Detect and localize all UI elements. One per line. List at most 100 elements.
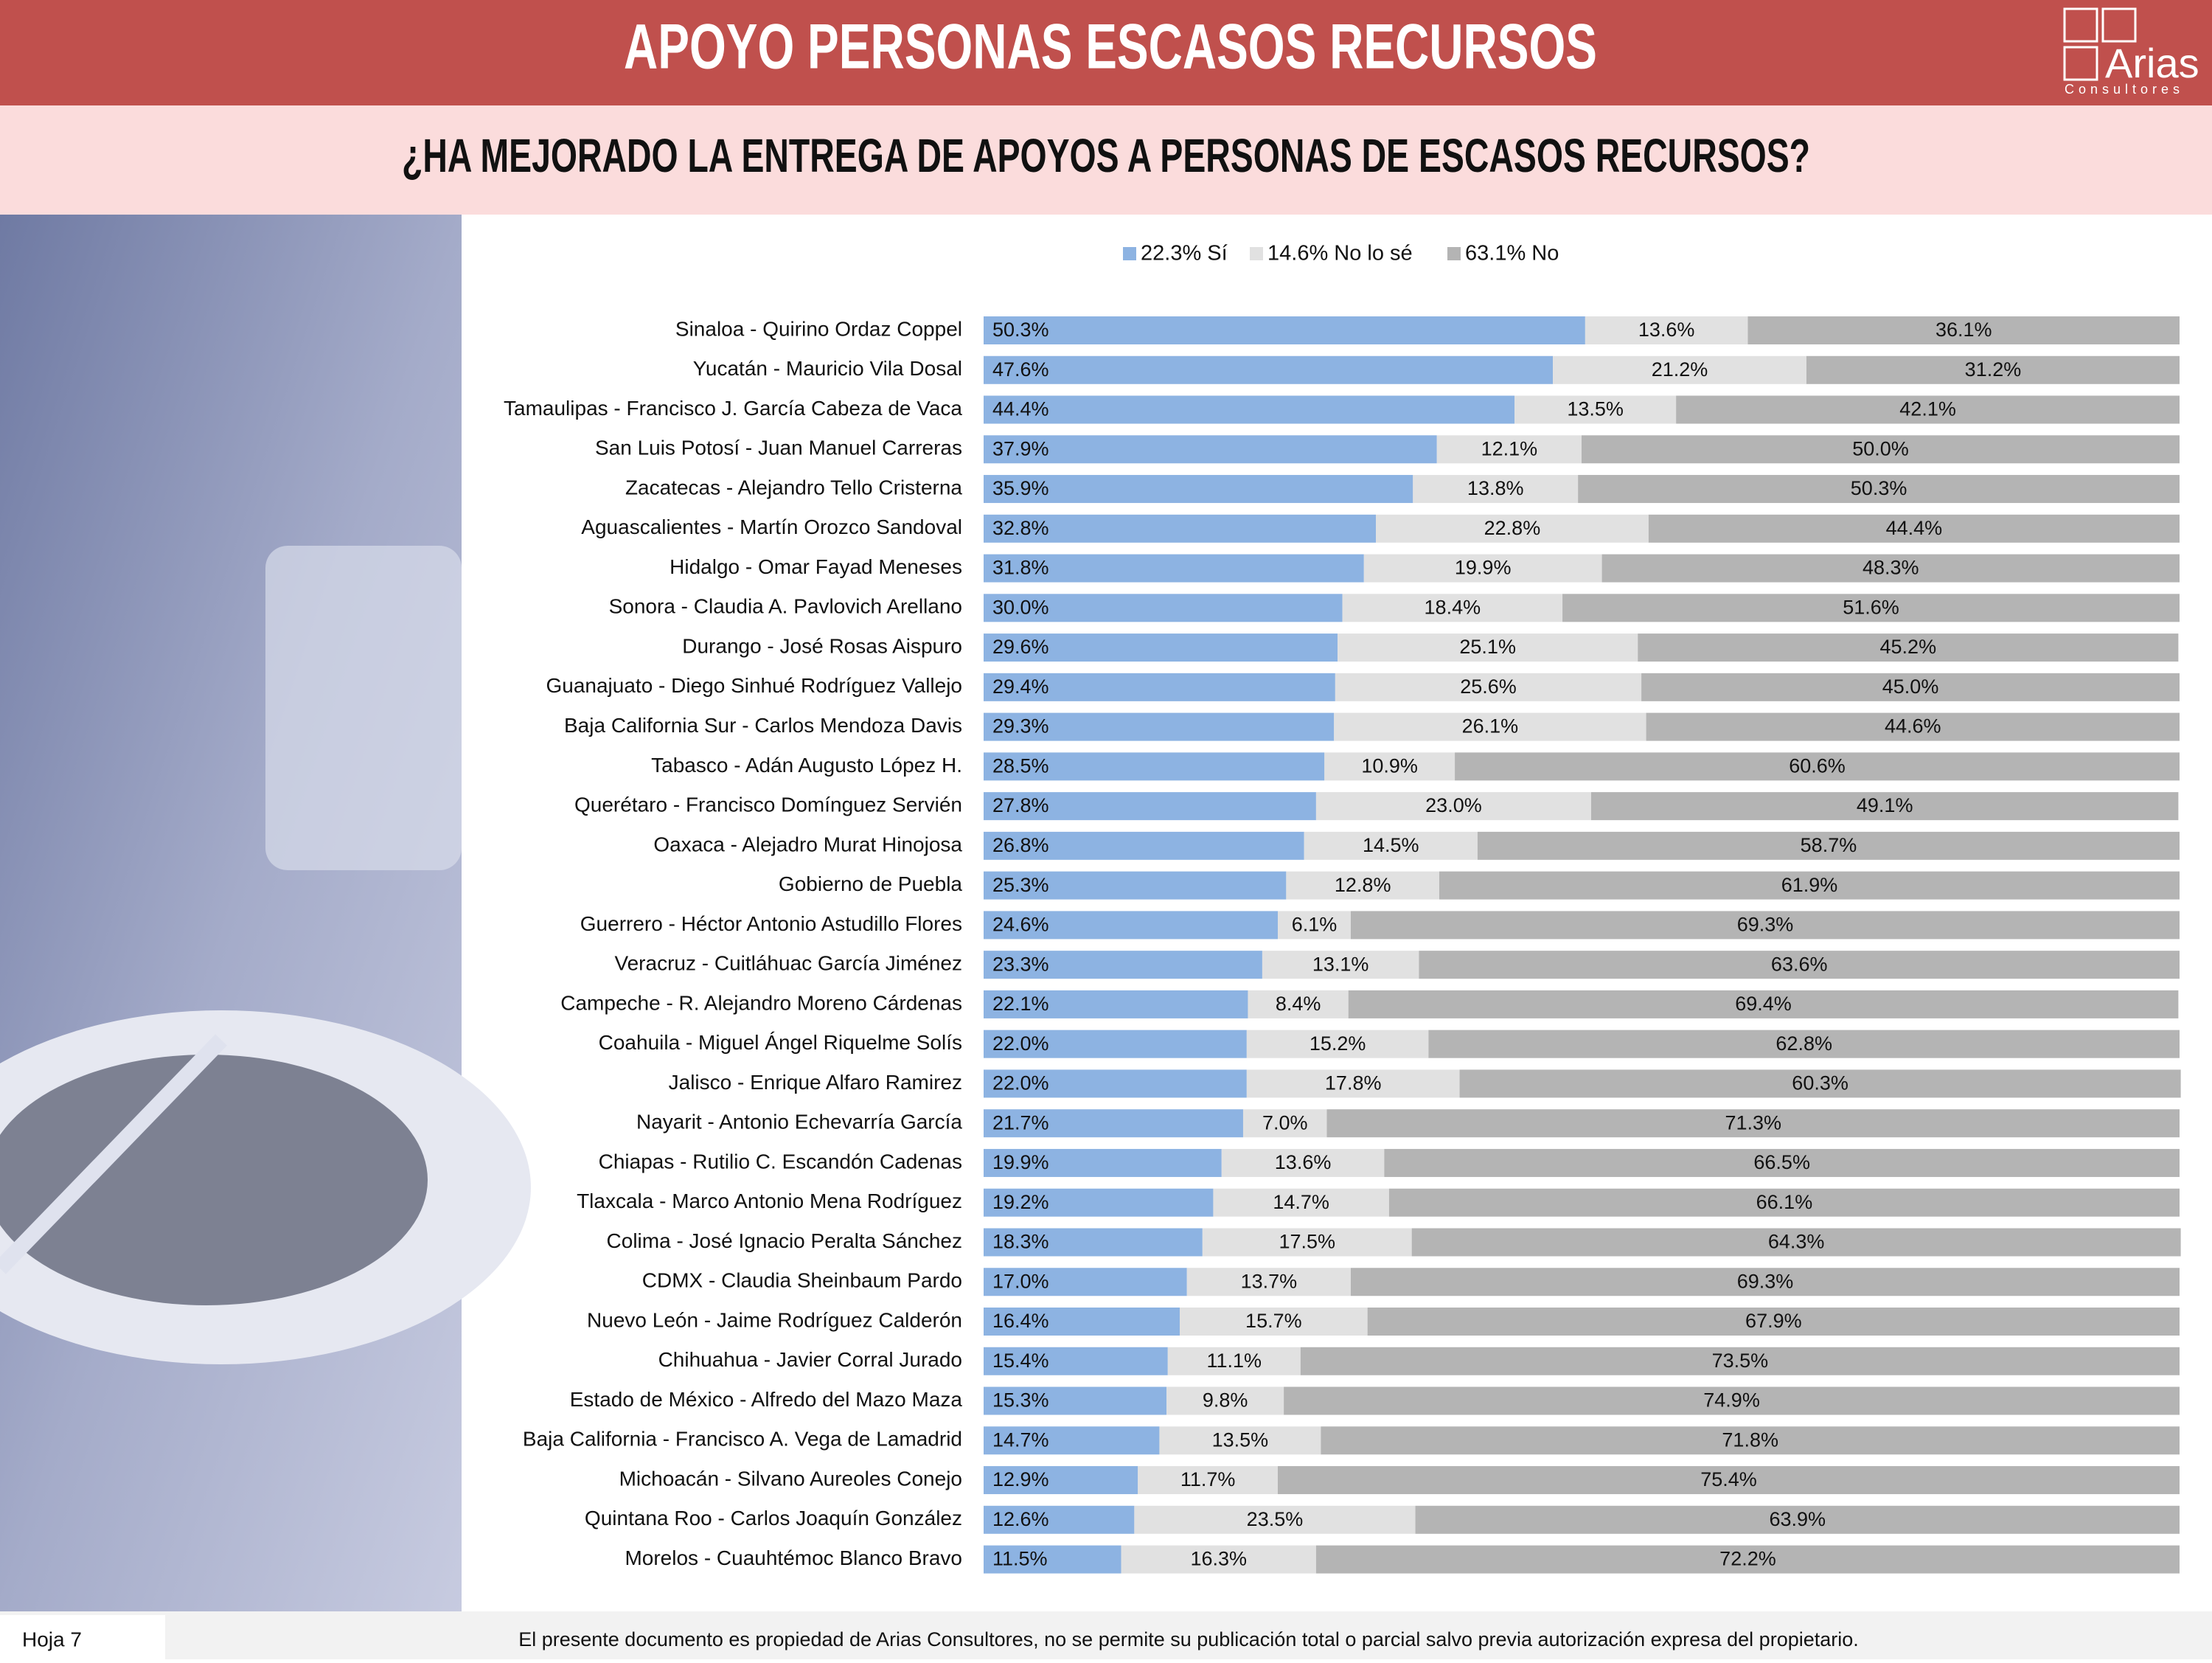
bar-segment (1582, 435, 2180, 464)
bar-segment (1348, 990, 2179, 1018)
value-label: 11.7% (1180, 1468, 1236, 1490)
bar-segment (984, 395, 1515, 424)
bar-segment (1246, 1069, 1460, 1098)
bar-segment (1419, 951, 2180, 979)
category-label: Hidalgo - Omar Fayad Meneses (669, 555, 962, 578)
value-label: 23.5% (1247, 1508, 1304, 1530)
value-label: 18.3% (992, 1231, 1049, 1253)
value-label: 67.9% (1745, 1310, 1802, 1332)
value-label: 75.4% (1700, 1468, 1757, 1490)
category-label: Michoacán - Silvano Aureoles Conejo (619, 1467, 962, 1490)
value-label: 7.0% (1262, 1111, 1308, 1133)
value-label: 14.7% (1273, 1191, 1329, 1213)
category-label: Durango - José Rosas Aispuro (682, 634, 962, 657)
bar-segment (1213, 1188, 1389, 1217)
value-label: 14.5% (1363, 834, 1419, 856)
bar-segment (984, 792, 1316, 821)
value-label: 32.8% (992, 517, 1049, 539)
bar-segment (1601, 554, 2180, 583)
bar-segment (1388, 1188, 2180, 1217)
category-label: CDMX - Claudia Sheinbaum Pardo (642, 1269, 962, 1292)
legend-label: 63.1% No (1465, 242, 1559, 265)
bar-segment (984, 712, 1335, 741)
value-label: 28.5% (992, 754, 1049, 777)
legend-label: 14.6% No lo sé (1267, 242, 1413, 265)
logo-icon (2063, 46, 2098, 81)
bar-segment (1278, 911, 1351, 940)
bar-segment (984, 831, 1304, 860)
legend-swatch (1123, 247, 1136, 260)
bar-segment (984, 475, 1413, 504)
bar-segment (984, 1228, 1203, 1257)
bar-segment (1248, 990, 1349, 1018)
value-label: 45.0% (1882, 676, 1939, 698)
bar-segment (984, 1426, 1160, 1455)
value-label: 50.0% (1852, 437, 1909, 459)
bar-segment (1413, 475, 1579, 504)
value-label: 22.0% (992, 1072, 1049, 1094)
chart: 22.3% Sí 14.6% No lo sé 63.1% No Sinaloa - … (504, 242, 2181, 1574)
value-label: 63.9% (1769, 1508, 1826, 1530)
bar-segment (1186, 1268, 1351, 1296)
bar-segment (984, 911, 1279, 940)
bar-segment (1415, 1505, 2180, 1534)
category-label: Querétaro - Francisco Domínguez Servién (574, 794, 962, 816)
value-label: 71.3% (1725, 1111, 1781, 1133)
bar-segment (1315, 1545, 2180, 1574)
bar-segment (1334, 712, 1646, 741)
value-label: 13.7% (1241, 1270, 1298, 1292)
bar-segment (1350, 911, 2180, 940)
bar-segment (1166, 1386, 1284, 1415)
bar-segment (1638, 633, 2179, 662)
category-label: Yucatán - Mauricio Vila Dosal (693, 357, 962, 380)
footer-notice: El presente documento es propiedad de Ar… (518, 1628, 1859, 1650)
bar-segment (984, 1030, 1247, 1058)
bar-segment (1134, 1505, 1416, 1534)
bar-segment (1585, 316, 1748, 344)
value-label: 21.7% (992, 1111, 1049, 1133)
bar-segment (984, 633, 1338, 662)
value-label: 16.4% (992, 1310, 1049, 1332)
value-label: 12.9% (992, 1468, 1049, 1490)
value-label: 23.3% (992, 953, 1049, 975)
bar-segment (984, 1347, 1168, 1375)
bar-segment (1159, 1426, 1321, 1455)
category-label: Morelos - Cuauhtémoc Blanco Bravo (625, 1546, 962, 1569)
value-label: 14.7% (992, 1428, 1049, 1451)
value-label: 47.6% (992, 358, 1049, 381)
category-label: Veracruz - Cuitláhuac García Jiménez (614, 952, 962, 975)
bar-segment (1338, 633, 1638, 662)
bar-segment (1300, 1347, 2180, 1375)
bar-segment (984, 752, 1325, 781)
category-label: Campeche - R. Alejandro Moreno Cárdenas (560, 991, 962, 1014)
bar-segment (1246, 1030, 1429, 1058)
category-label: Coahuila - Miguel Ángel Riquelme Solís (599, 1031, 962, 1054)
value-label: 49.1% (1857, 794, 1913, 816)
value-label: 17.5% (1279, 1231, 1335, 1253)
bar-segment (1455, 752, 2180, 781)
logo-text: Arias (2105, 40, 2199, 86)
bar-segment (1221, 1148, 1385, 1177)
legend-label: 22.3% Sí (1141, 242, 1228, 265)
value-label: 18.4% (1425, 596, 1481, 618)
header-title: APOYO PERSONAS ESCASOS RECURSOS (624, 12, 1597, 83)
category-label: Tlaxcala - Marco Antonio Mena Rodríguez (577, 1190, 962, 1212)
bar-segment (984, 1308, 1180, 1336)
bar-segment (1514, 395, 1677, 424)
value-label: 37.9% (992, 437, 1049, 459)
value-label: 29.3% (992, 715, 1049, 737)
value-label: 19.9% (1455, 557, 1512, 579)
category-label: Guanajuato - Diego Sinhué Rodríguez Vall… (546, 674, 962, 697)
category-label: Nayarit - Antonio Echevarría García (636, 1111, 962, 1133)
category-label: Jalisco - Enrique Alfaro Ramirez (669, 1071, 962, 1094)
category-label: Oaxaca - Alejadro Murat Hinojosa (653, 833, 962, 855)
value-label: 22.0% (992, 1032, 1049, 1055)
bar-segment (1578, 475, 2180, 504)
logo-icon (2063, 7, 2098, 43)
value-label: 62.8% (1775, 1032, 1832, 1055)
value-label: 13.6% (1275, 1151, 1332, 1173)
logo-subtitle: Consultores (2065, 82, 2184, 97)
bar-segment (984, 435, 1437, 464)
legend-swatch (1250, 247, 1263, 260)
